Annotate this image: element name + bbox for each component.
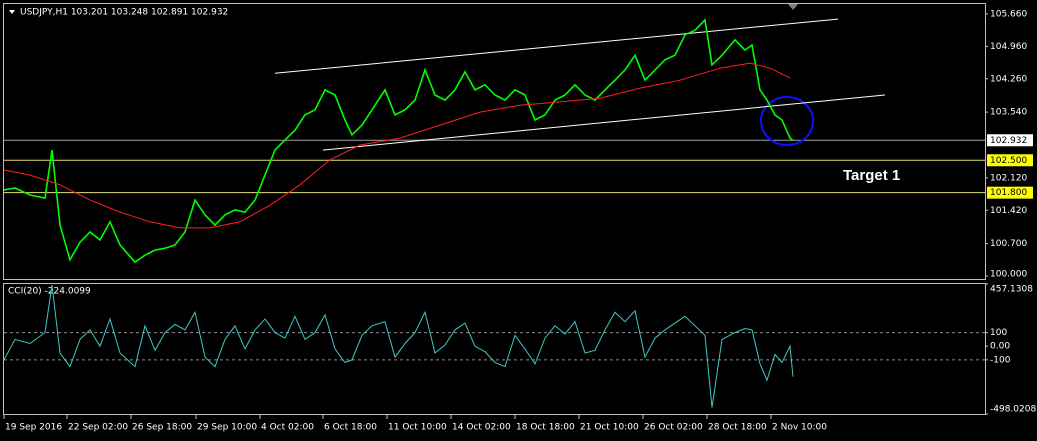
- y-tick-label: 102.120: [990, 173, 1027, 183]
- y-tick-label: -498.0208: [990, 405, 1036, 415]
- x-tick-label: 4 Oct 02:00: [261, 423, 314, 433]
- x-tick-label: 26 Sep 18:00: [132, 423, 192, 433]
- highlight-circle: [760, 96, 814, 146]
- y-tick-label: 104.260: [990, 74, 1027, 84]
- x-tick-label: 18 Oct 18:00: [516, 423, 575, 433]
- x-tick-label: 22 Sep 02:00: [68, 423, 128, 433]
- y-tick-label: 100: [990, 328, 1007, 338]
- x-tick-label: 26 Oct 02:00: [644, 423, 703, 433]
- level-label: 101.800: [990, 188, 1027, 198]
- level-box: [987, 134, 1033, 147]
- y-tick-label: -100: [990, 355, 1011, 365]
- trend-line: [274, 18, 839, 74]
- trend-line: [322, 94, 886, 151]
- panel-marker: [9, 10, 15, 14]
- level-label: 102.500: [990, 156, 1027, 166]
- series-line: [3, 62, 791, 229]
- series-line: [3, 18, 794, 264]
- y-tick-label: 100.000: [990, 270, 1027, 280]
- y-tick-label: 104.960: [990, 42, 1027, 52]
- x-tick-label: 14 Oct 02:00: [452, 423, 511, 433]
- level-box: [987, 186, 1033, 199]
- y-tick-label: 0.00: [990, 342, 1010, 352]
- price-panel: [3, 3, 986, 280]
- y-tick-label: 457.1308: [990, 285, 1033, 295]
- x-tick-label: 11 Oct 10:00: [388, 423, 447, 433]
- x-tick-label: 19 Sep 2016: [5, 423, 62, 433]
- x-tick-label: 28 Oct 18:00: [708, 423, 767, 433]
- x-tick-label: 6 Oct 18:00: [324, 423, 377, 433]
- x-tick-label: 21 Oct 10:00: [580, 423, 639, 433]
- y-tick-label: 100.700: [990, 239, 1027, 249]
- y-tick-label: 103.540: [990, 108, 1027, 118]
- y-tick-label: 105.660: [990, 9, 1027, 19]
- cci-title: CCI(20) -224.0099: [8, 287, 91, 297]
- x-tick-label: 2 Nov 10:00: [772, 423, 827, 433]
- level-box: [987, 154, 1033, 167]
- x-tick-label: 29 Sep 10:00: [197, 423, 257, 433]
- y-tick-label: 101.420: [990, 206, 1027, 216]
- annotation: Target 1: [843, 167, 900, 184]
- level-label: 102.932: [990, 136, 1027, 146]
- cci-panel: [3, 283, 986, 415]
- series-line: [3, 284, 794, 408]
- shift-marker: [788, 4, 798, 10]
- price-title: USDJPY,H1 103.201 103.248 102.891 102.93…: [20, 8, 228, 18]
